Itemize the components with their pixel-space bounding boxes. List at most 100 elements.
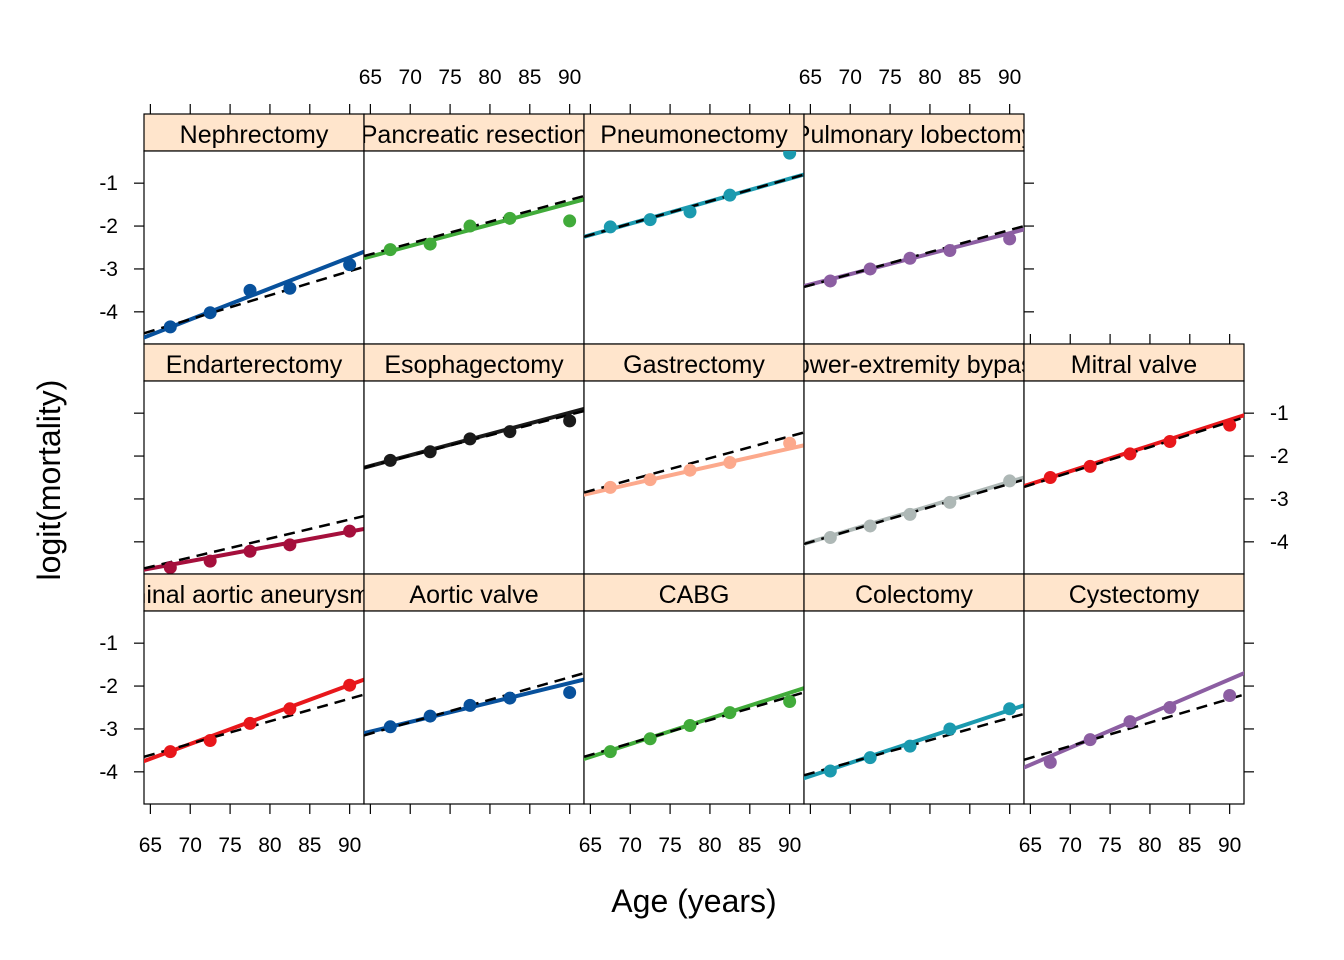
x-tick-label: 70 bbox=[1059, 834, 1082, 857]
data-point bbox=[423, 709, 437, 723]
data-point bbox=[943, 244, 957, 258]
data-point bbox=[563, 414, 577, 428]
data-point bbox=[383, 243, 397, 257]
data-point bbox=[823, 274, 837, 288]
axes-layer: 65 70 75 80 85 90 65 70 75 80 85 90 65 70 75 80 85 90 65 70… bbox=[99, 66, 1289, 857]
strip-label: Pancreatic resection bbox=[361, 121, 588, 149]
data-point bbox=[783, 694, 797, 708]
data-point bbox=[343, 678, 357, 692]
data-point bbox=[503, 691, 517, 705]
x-tick-label: 85 bbox=[518, 66, 541, 89]
x-tick-label: 90 bbox=[558, 66, 581, 89]
data-point bbox=[823, 764, 837, 778]
data-point bbox=[783, 436, 797, 450]
data-point bbox=[603, 480, 617, 494]
strip-label: Lower-extremity bypass bbox=[782, 351, 1046, 379]
x-tick-label: 65 bbox=[579, 834, 602, 857]
data-point bbox=[163, 561, 177, 574]
data-point bbox=[383, 720, 397, 734]
data-point bbox=[1223, 418, 1237, 432]
panel-frame bbox=[143, 150, 365, 345]
data-point bbox=[463, 219, 477, 233]
data-point bbox=[1083, 459, 1097, 473]
y-tick-label: -4 bbox=[1270, 531, 1289, 554]
data-point bbox=[243, 544, 257, 558]
data-point bbox=[423, 237, 437, 251]
data-point bbox=[683, 463, 697, 477]
strip-background bbox=[1023, 573, 1245, 612]
reference-line bbox=[144, 514, 364, 570]
data-point bbox=[643, 213, 657, 227]
strip-background bbox=[143, 113, 365, 152]
data-point bbox=[783, 151, 797, 160]
panel-frame bbox=[143, 610, 365, 805]
y-tick-label: -1 bbox=[99, 172, 118, 195]
data-point bbox=[163, 320, 177, 334]
x-tick-label: 75 bbox=[658, 834, 681, 857]
x-tick-label: 65 bbox=[799, 66, 822, 89]
y-tick-label: -2 bbox=[99, 215, 118, 238]
x-tick-label: 80 bbox=[698, 834, 721, 857]
x-tick-label: 90 bbox=[1218, 834, 1241, 857]
strip-background bbox=[803, 573, 1025, 612]
panel-mitral-valve: Mitral valve bbox=[1023, 343, 1245, 575]
x-tick-label: 70 bbox=[839, 66, 862, 89]
reference-line bbox=[144, 265, 364, 335]
data-point bbox=[943, 495, 957, 509]
data-point bbox=[1083, 733, 1097, 747]
data-point bbox=[863, 519, 877, 533]
data-point bbox=[1003, 702, 1017, 716]
data-point bbox=[503, 425, 517, 439]
strip-label: Mitral valve bbox=[1071, 351, 1197, 379]
x-tick-label: 75 bbox=[438, 66, 461, 89]
data-point bbox=[723, 706, 737, 720]
panel-frame bbox=[583, 150, 805, 345]
data-point bbox=[243, 716, 257, 730]
strip-label: Colectomy bbox=[855, 581, 974, 609]
panel-aortic-valve: Aortic valve bbox=[363, 573, 585, 805]
y-tick-label: -4 bbox=[99, 761, 118, 784]
y-tick-label: -1 bbox=[99, 632, 118, 655]
data-point bbox=[563, 685, 577, 699]
panel-data bbox=[584, 431, 804, 497]
strip-background bbox=[143, 343, 365, 382]
x-tick-label: 80 bbox=[918, 66, 941, 89]
data-point bbox=[423, 445, 437, 459]
strip-background bbox=[363, 113, 585, 152]
panel-colectomy: Colectomy bbox=[803, 573, 1025, 805]
y-tick-label: -3 bbox=[99, 718, 118, 741]
data-point bbox=[903, 251, 917, 265]
data-point bbox=[203, 734, 217, 748]
x-tick-label: 70 bbox=[399, 66, 422, 89]
panel-frame bbox=[143, 380, 365, 575]
panel-cabg: CABG bbox=[583, 573, 805, 805]
panel-data bbox=[804, 702, 1024, 781]
data-point bbox=[383, 453, 397, 467]
panel-data bbox=[584, 686, 804, 761]
strip-label: Nephrectomy bbox=[180, 121, 329, 149]
x-tick-label: 75 bbox=[218, 834, 241, 857]
strip-label: Gastrectomy bbox=[623, 351, 765, 379]
data-point bbox=[283, 702, 297, 716]
data-point bbox=[1043, 471, 1057, 484]
panel-frame bbox=[583, 380, 805, 575]
x-tick-label: 80 bbox=[1138, 834, 1161, 857]
panel-frame bbox=[803, 610, 1025, 805]
data-point bbox=[1043, 755, 1057, 769]
x-tick-label: 75 bbox=[1098, 834, 1121, 857]
x-tick-label: 85 bbox=[298, 834, 321, 857]
data-point bbox=[343, 524, 357, 538]
x-tick-label: 85 bbox=[738, 834, 761, 857]
y-tick-label: -2 bbox=[1270, 445, 1289, 468]
data-point bbox=[1123, 715, 1137, 729]
data-point bbox=[683, 205, 697, 219]
panel-nephrectomy: Nephrectomy bbox=[143, 113, 365, 345]
x-axis-title: Age (years) bbox=[611, 883, 776, 919]
strip-label: Aortic valve bbox=[409, 581, 538, 609]
strip-background bbox=[363, 343, 585, 382]
y-tick-label: -3 bbox=[99, 258, 118, 281]
x-tick-label: 70 bbox=[619, 834, 642, 857]
data-point bbox=[863, 751, 877, 765]
panel-frame bbox=[1023, 610, 1245, 805]
